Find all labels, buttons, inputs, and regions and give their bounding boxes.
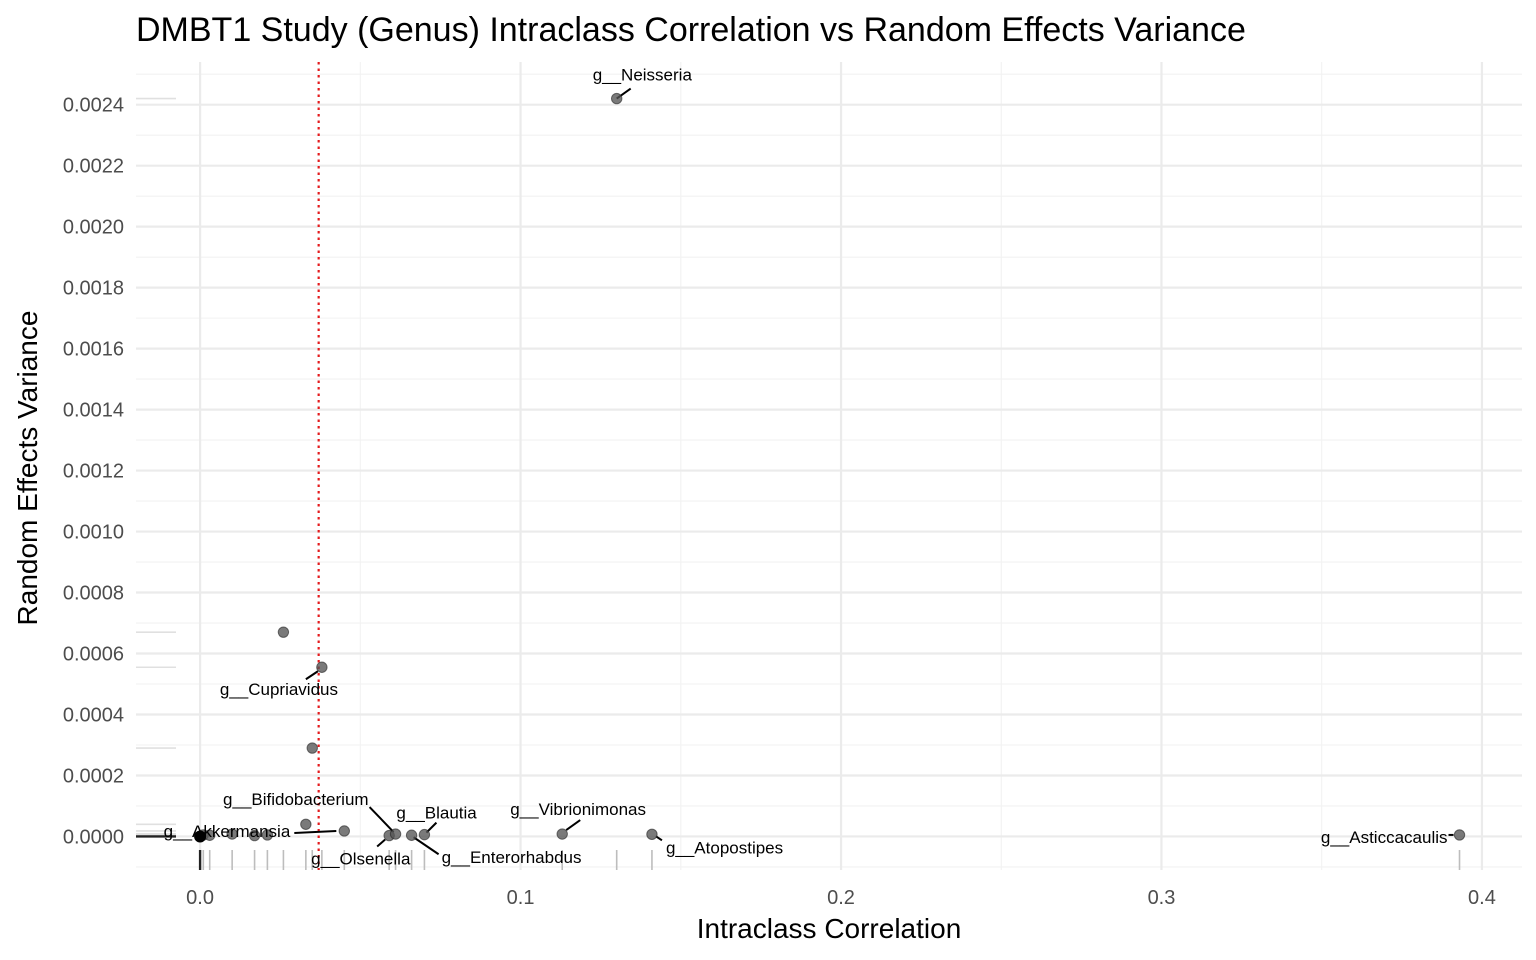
data-point-cluster <box>194 830 207 843</box>
point-label: g__Bifidobacterium <box>223 790 369 809</box>
label-connector <box>305 670 319 681</box>
data-point <box>646 828 658 841</box>
chart-title: DMBT1 Study (Genus) Intraclass Correlati… <box>136 11 1246 49</box>
x-tick-label: 0.1 <box>507 887 535 909</box>
y-tick-label: 0.0006 <box>63 644 124 666</box>
data-point <box>261 829 274 841</box>
label-connector <box>413 836 440 856</box>
point-label: g__Neisseria <box>593 66 693 85</box>
data-point <box>556 828 568 840</box>
data-point <box>1453 829 1466 841</box>
point-label: g__Cupriavidus <box>220 680 338 699</box>
data-point <box>300 818 312 830</box>
y-axis-label: Random Effects Variance <box>12 311 43 626</box>
y-tick-label: 0.0018 <box>63 278 124 300</box>
y-tick-label: 0.0024 <box>63 95 124 117</box>
y-tick-label: 0.0014 <box>63 400 124 422</box>
data-point <box>306 742 318 754</box>
data-points <box>194 92 1466 843</box>
x-axis-label: Intraclass Correlation <box>697 913 962 944</box>
tick-labels: 0.0 0.1 0.2 0.3 0.4 0.0000 0.0002 0.0004 0.0006 0… <box>63 95 1496 909</box>
point-label: g__Olsenella <box>311 850 411 869</box>
data-point <box>226 828 238 840</box>
y-tick-label: 0.0022 <box>63 156 124 178</box>
point-label: g__Akkermansia <box>164 822 291 841</box>
x-tick-label: 0.2 <box>827 887 855 909</box>
point-label: g__Vibrionimonas <box>510 800 646 819</box>
y-tick-label: 0.0002 <box>63 765 124 787</box>
y-tick-label: 0.0008 <box>63 583 124 605</box>
rug-marks <box>136 97 1461 870</box>
y-tick-label: 0.0016 <box>63 339 124 361</box>
data-point <box>338 825 351 837</box>
data-point <box>316 661 328 673</box>
data-point <box>277 626 290 638</box>
y-tick-label: 0.0000 <box>63 826 124 848</box>
y-tick-label: 0.0012 <box>63 461 124 483</box>
label-connector <box>294 829 337 834</box>
point-label: g__Atopostipes <box>666 838 783 857</box>
label-connector <box>376 838 386 848</box>
grid <box>136 62 1522 870</box>
point-labels: g__Cupriavidus g__Akkermansia g__Olsenella… <box>164 66 1448 869</box>
data-point <box>248 829 261 842</box>
x-tick-label: 0.3 <box>1148 887 1176 909</box>
data-point <box>418 828 431 841</box>
point-label: g__Enterorhabdus <box>442 848 582 867</box>
y-tick-label: 0.0020 <box>63 217 124 239</box>
data-point <box>389 828 402 840</box>
y-tick-label: 0.0004 <box>63 704 124 726</box>
label-connector <box>565 819 581 831</box>
data-point <box>610 92 623 105</box>
point-label: g__Blautia <box>396 804 477 823</box>
point-label: g__Asticcacaulis <box>1321 828 1448 847</box>
label-connector <box>368 806 395 833</box>
y-tick-label: 0.0010 <box>63 522 124 544</box>
x-tick-label: 0.4 <box>1468 887 1496 909</box>
data-point <box>405 829 418 841</box>
x-tick-label: 0.0 <box>186 887 214 909</box>
